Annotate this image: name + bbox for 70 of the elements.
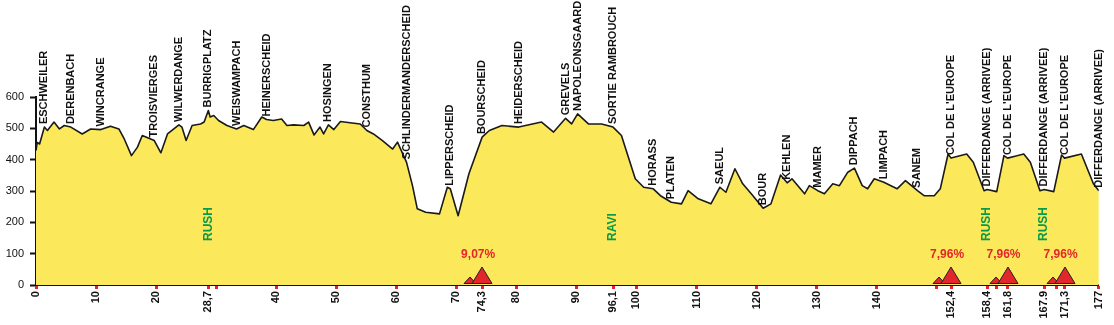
x-tick-label: 80 bbox=[509, 291, 522, 304]
annotation: BOUR bbox=[756, 172, 769, 206]
x-tick-label: 10 bbox=[89, 291, 102, 304]
annotation: 9,07% bbox=[461, 247, 496, 262]
y-tick-label: 500 bbox=[5, 121, 24, 134]
x-tick-label: 158,4 bbox=[980, 290, 993, 319]
annotation: BOURSCHEID bbox=[475, 60, 488, 135]
annotation: DIFFERDANGE (ARRIVEE) bbox=[1037, 47, 1050, 187]
x-tick-label: 50 bbox=[329, 291, 342, 304]
x-tick-label: 0 bbox=[29, 291, 42, 298]
annotation: DERENBACH bbox=[63, 53, 76, 125]
annotation: 7,96% bbox=[1043, 247, 1078, 262]
annotation: DIFFERDANGE (ARRIVEE) bbox=[1091, 48, 1104, 188]
annotation: SAEUL bbox=[712, 146, 725, 185]
annotation: HEIDERSCHEID bbox=[511, 40, 524, 125]
x-tick-label: 70 bbox=[449, 291, 462, 304]
x-tick-label: 161,8 bbox=[1000, 291, 1013, 319]
annotation: RUSH bbox=[200, 206, 215, 241]
annotation: HORASS bbox=[646, 138, 659, 186]
x-tick-label: 20 bbox=[149, 291, 162, 304]
x-tick-label: 90 bbox=[569, 291, 582, 304]
x-tick-label: 130 bbox=[809, 291, 822, 310]
annotation: HOSINGEN bbox=[321, 63, 334, 122]
annotation: COL DE L'EUROPE bbox=[944, 54, 957, 156]
annotation: GREVELS bbox=[558, 62, 571, 116]
annotation: SORTIE RAMBROUCH bbox=[606, 6, 619, 125]
annotation: WILWERDANGE bbox=[171, 36, 184, 122]
annotation: SANEM bbox=[910, 147, 923, 188]
x-tick-label: 167.9 bbox=[1037, 291, 1050, 319]
annotation: ESCHWEILER bbox=[37, 50, 50, 125]
annotation: LIPPERSCHEID bbox=[443, 104, 456, 186]
annotation: BURRIGPLATZ bbox=[201, 29, 214, 108]
y-tick-label: 300 bbox=[5, 184, 24, 197]
annotation: LIMPACH bbox=[876, 129, 889, 180]
annotation: WINCRANGE bbox=[93, 57, 106, 127]
annotation: PLATEN bbox=[664, 156, 677, 200]
y-tick-label: 600 bbox=[5, 90, 24, 103]
annotation: DIFFERDANGE (ARRIVEE) bbox=[980, 47, 993, 187]
annotation: CONSTHUM bbox=[359, 63, 372, 128]
x-tick-label: 96,1 bbox=[606, 291, 619, 313]
x-tick-label: 171,3 bbox=[1057, 291, 1070, 319]
annotation: RAVI bbox=[605, 213, 620, 241]
x-tick-label: 140 bbox=[869, 291, 882, 310]
y-tick-label: 400 bbox=[5, 152, 24, 165]
annotation: 7,96% bbox=[930, 247, 965, 262]
annotation: COL DE L'EUROPE bbox=[1057, 54, 1070, 156]
x-tick-label: 28,7 bbox=[201, 291, 214, 313]
annotation: 7,96% bbox=[986, 247, 1021, 262]
x-tick-label: 110 bbox=[689, 291, 702, 309]
annotation: MAMER bbox=[810, 146, 823, 188]
x-tick-label: 177 bbox=[1091, 291, 1104, 310]
annotation: HEINERSCHEID bbox=[259, 33, 272, 117]
annotation: COL DE L'EUROPE bbox=[1000, 54, 1013, 156]
annotation: RUSH bbox=[1036, 206, 1051, 241]
annotation: RUSH bbox=[979, 206, 994, 241]
annotation: SCHLINDERMANDERSCHEID bbox=[399, 5, 412, 160]
x-tick-label: 120 bbox=[749, 291, 762, 310]
x-tick-label: 60 bbox=[389, 291, 402, 304]
x-tick-label: 100 bbox=[629, 291, 642, 310]
annotation: TROISVIERGES bbox=[147, 55, 160, 138]
annotation: NAPOLEONSGAARD bbox=[570, 0, 583, 111]
annotation: DIPPACH bbox=[847, 116, 860, 166]
x-tick-label: 40 bbox=[269, 291, 282, 304]
annotation: KEHLEN bbox=[780, 134, 793, 180]
annotation: WEISWAMPACH bbox=[229, 40, 242, 126]
y-tick-label: 200 bbox=[5, 215, 24, 228]
y-tick-label: 0 bbox=[17, 278, 24, 291]
x-tick-label: 74,3 bbox=[475, 291, 488, 313]
x-tick-label: 152,4 bbox=[944, 290, 957, 319]
y-tick-label: 100 bbox=[5, 246, 24, 259]
